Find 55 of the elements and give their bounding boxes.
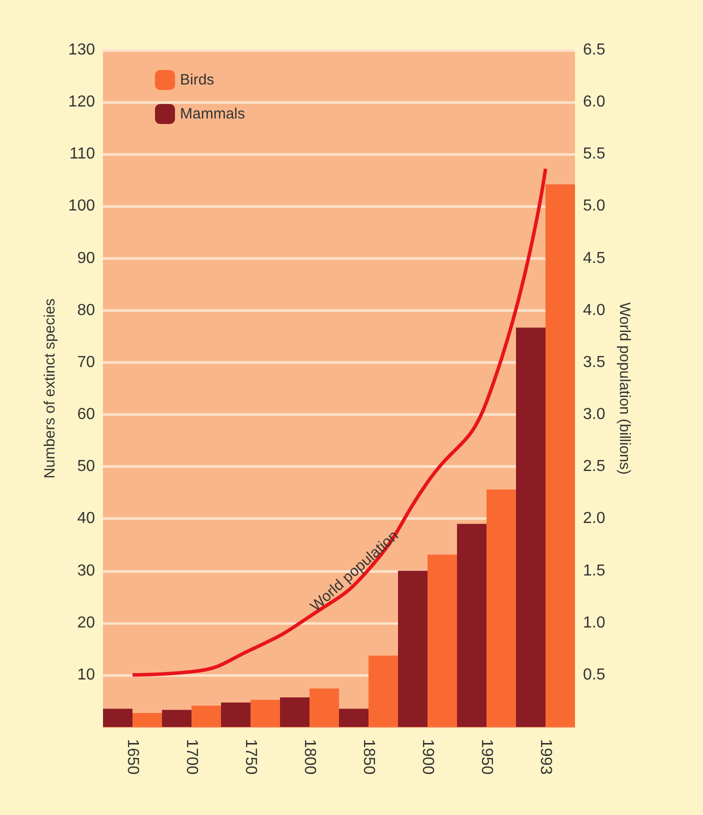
x-tick-label: 1750 bbox=[242, 739, 259, 775]
y-tick-label: 90 bbox=[77, 250, 96, 267]
y2-tick-label: 2.0 bbox=[583, 510, 606, 528]
y2-tick-label: 5.5 bbox=[583, 146, 606, 163]
bar bbox=[192, 706, 221, 727]
y2-tick-label: 3.5 bbox=[583, 354, 606, 371]
x-tick-label: 1950 bbox=[478, 739, 495, 775]
y2-tick-label: 4.0 bbox=[583, 302, 606, 319]
x-tick-label: 1993 bbox=[537, 739, 554, 775]
y-tick-label: 10 bbox=[77, 666, 96, 684]
x-tick-label: 1900 bbox=[419, 739, 436, 775]
bar bbox=[132, 712, 162, 727]
y-tick-label: 100 bbox=[68, 198, 96, 215]
y2-tick-label: 4.5 bbox=[583, 250, 606, 267]
x-tick-label: 1800 bbox=[301, 739, 318, 775]
bar bbox=[368, 656, 398, 727]
y-tick-label: 30 bbox=[77, 562, 96, 580]
y2-tick-label: 1.0 bbox=[583, 614, 606, 632]
bar bbox=[516, 328, 546, 727]
y-tick-label: 80 bbox=[77, 302, 96, 319]
bar bbox=[428, 554, 457, 727]
legend-label: Birds bbox=[180, 72, 214, 88]
line-series bbox=[130, 166, 548, 677]
y-tick-label: 130 bbox=[68, 42, 96, 58]
x-tick-label: 1650 bbox=[124, 739, 141, 775]
y2-tick-label: 2.5 bbox=[583, 458, 606, 476]
y-tick-label: 70 bbox=[77, 354, 96, 371]
bar bbox=[457, 524, 486, 727]
bar bbox=[162, 710, 192, 727]
y2-tick-label: 6.0 bbox=[583, 94, 606, 111]
y-tick-label: 60 bbox=[77, 406, 96, 424]
y2-tick-label: 6.5 bbox=[583, 42, 606, 58]
bar bbox=[310, 688, 339, 727]
y2-tick-label: 3.0 bbox=[583, 406, 606, 424]
y-tick-label: 50 bbox=[77, 458, 96, 476]
x-tick-label: 1700 bbox=[183, 739, 200, 775]
x-tick-label: 1850 bbox=[360, 739, 377, 775]
y-tick-label: 120 bbox=[68, 94, 96, 111]
bar bbox=[486, 490, 516, 727]
y2-tick-label: 5.0 bbox=[583, 198, 606, 215]
y-tick-label: 20 bbox=[77, 614, 96, 632]
y-axis-title: Numbers of extinct species bbox=[41, 298, 58, 479]
bar bbox=[546, 184, 575, 727]
bar bbox=[398, 570, 428, 727]
bar bbox=[221, 702, 250, 727]
bar bbox=[103, 708, 132, 727]
bar bbox=[280, 697, 310, 727]
y-tick-label: 40 bbox=[77, 510, 96, 528]
y2-tick-label: 1.5 bbox=[583, 562, 606, 580]
y2-axis-title: World population (billions) bbox=[616, 302, 633, 475]
y-tick-label: 110 bbox=[69, 146, 96, 163]
bar bbox=[250, 700, 280, 727]
bar bbox=[339, 708, 368, 727]
y2-tick-label: 0.5 bbox=[583, 666, 606, 684]
legend-label: Mammals bbox=[180, 106, 246, 122]
